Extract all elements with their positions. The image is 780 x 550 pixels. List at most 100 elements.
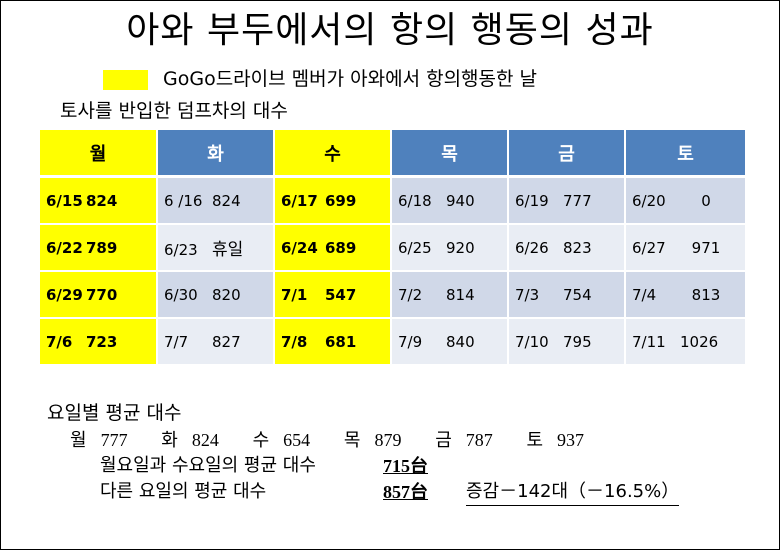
- header-thu: 목: [390, 130, 507, 178]
- header-mon: 월: [40, 130, 156, 178]
- cell-date: 6/17: [281, 191, 318, 210]
- average-value: 787: [465, 430, 493, 450]
- cell-date: 6/26: [515, 238, 549, 257]
- cell-value: 823: [563, 238, 592, 257]
- cell-value: 689: [325, 238, 357, 257]
- table-cell: 7/8 681: [273, 319, 390, 366]
- cell-date: 7/6: [46, 332, 73, 351]
- averages-list: 월 777 화 824 수 654 목 879 금 787 토 937: [70, 427, 612, 454]
- cell-value: 699: [325, 191, 357, 210]
- cell-value: 971: [691, 238, 721, 257]
- dump-truck-table: 월 화 수 목 금 토 6/15 824 6 /16 824 6/17 699 6/1…: [40, 130, 745, 366]
- average-day: 금: [435, 430, 452, 451]
- cell-date: 6/19: [515, 191, 549, 210]
- cell-date: 6/23: [164, 241, 198, 259]
- cell-value: 1026: [680, 332, 719, 351]
- table-cell: 7/4 813: [624, 272, 745, 319]
- cell-date: 7/7: [164, 332, 189, 351]
- legend-swatch: [103, 70, 148, 90]
- cell-value: 824: [212, 191, 241, 210]
- cell-value: 795: [563, 332, 592, 351]
- table-cell: 6 /16 824: [156, 178, 273, 225]
- header-fri: 금: [507, 130, 624, 178]
- table-cell: 6/26 823: [507, 225, 624, 272]
- average-day: 화: [161, 430, 178, 451]
- table-cell: 6/30 820: [156, 272, 273, 319]
- cell-date: 6/15: [46, 191, 83, 210]
- header-sat: 토: [624, 130, 745, 178]
- cell-value: 813: [691, 285, 721, 304]
- mon-wed-average-label: 월요일과 수요일의 평균 대수: [100, 455, 316, 476]
- cell-date: 6/18: [398, 191, 432, 210]
- other-days-average-label: 다른 요일의 평균 대수: [100, 481, 267, 502]
- table-cell: 7/9 840: [390, 319, 507, 366]
- cell-value: 827: [212, 332, 241, 351]
- cell-date: 6 /16: [164, 191, 203, 210]
- cell-value: 777: [563, 191, 592, 210]
- cell-date: 7/1: [281, 285, 308, 304]
- table-row: 7/6 723 7/7 827 7/8 681 7/9 840 7/10 795 7/11…: [40, 319, 745, 366]
- cell-date: 6/22: [46, 238, 83, 257]
- table-cell: 6/19 777: [507, 178, 624, 225]
- cell-date: 6/27: [632, 238, 666, 257]
- cell-value: 휴일: [212, 240, 244, 260]
- average-value: 937: [557, 430, 585, 450]
- average-value: 879: [374, 430, 402, 450]
- mon-wed-average-value: 715台: [383, 456, 428, 476]
- average-value: 654: [283, 430, 311, 450]
- average-item: 토 937: [526, 430, 598, 451]
- average-day: 토: [526, 430, 544, 451]
- cell-value: 770: [86, 285, 118, 304]
- cell-value: 920: [446, 238, 475, 257]
- table-row: 6/22 789 6/23 휴일 6/24 689 6/25 920 6/26 823 6…: [40, 225, 745, 272]
- cell-value: 681: [325, 332, 357, 351]
- table-cell: 6/22 789: [40, 225, 156, 272]
- cell-date: 6/29: [46, 285, 83, 304]
- cell-date: 7/9: [398, 332, 423, 351]
- cell-value: 754: [563, 285, 592, 304]
- cell-value: 814: [446, 285, 475, 304]
- cell-value: 547: [325, 285, 357, 304]
- cell-date: 6/24: [281, 238, 318, 257]
- cell-date: 6/25: [398, 238, 432, 257]
- table-subtitle: 토사를 반입한 덤프차의 대수: [60, 100, 288, 122]
- cell-value: 824: [86, 191, 118, 210]
- average-item: 화 824: [161, 430, 233, 451]
- table-row: 6/29 770 6/30 820 7/1 547 7/2 814 7/3 754 7/4…: [40, 272, 745, 319]
- cell-date: 7/4: [632, 285, 657, 304]
- table-row: 6/15 824 6 /16 824 6/17 699 6/18 940 6/19 777…: [40, 178, 745, 225]
- average-item: 수 654: [253, 430, 325, 451]
- legend-text: GoGo드라이브 멤버가 아와에서 항의행동한 날: [163, 68, 538, 90]
- table-cell: 7/11 1026: [624, 319, 745, 366]
- table-cell: 6/25 920: [390, 225, 507, 272]
- cell-date: 6/20: [632, 191, 666, 210]
- table-cell: 6/15 824: [40, 178, 156, 225]
- average-value: 777: [100, 430, 128, 450]
- cell-value: 820: [212, 285, 241, 304]
- cell-date: 7/10: [515, 332, 549, 351]
- table-header-row: 월 화 수 목 금 토: [40, 130, 745, 178]
- difference-text: 증감－142대（－16.5%）: [466, 479, 680, 506]
- table-cell: 6/29 770: [40, 272, 156, 319]
- average-item: 월 777: [70, 430, 142, 451]
- cell-date: 7/2: [398, 285, 423, 304]
- cell-date: 7/8: [281, 332, 308, 351]
- cell-value: 840: [446, 332, 475, 351]
- table-cell: 6/18 940: [390, 178, 507, 225]
- other-days-average-value: 857台: [383, 482, 428, 502]
- table-cell: 6/17 699: [273, 178, 390, 225]
- averages-heading: 요일별 평균 대수: [47, 402, 182, 424]
- average-value: 824: [191, 430, 219, 450]
- table-cell: 6/23 휴일: [156, 225, 273, 272]
- cell-value: 940: [446, 191, 475, 210]
- table-cell: 7/10 795: [507, 319, 624, 366]
- average-day: 월: [70, 430, 87, 451]
- table-cell: 7/3 754: [507, 272, 624, 319]
- cell-value: 0: [701, 191, 711, 210]
- page-title: 아와 부두에서의 항의 행동의 성과: [126, 10, 654, 51]
- header-wed: 수: [273, 130, 390, 178]
- table-cell: 6/24 689: [273, 225, 390, 272]
- average-day: 수: [252, 430, 270, 451]
- cell-date: 7/3: [515, 285, 540, 304]
- table-cell: 6/20 0: [624, 178, 745, 225]
